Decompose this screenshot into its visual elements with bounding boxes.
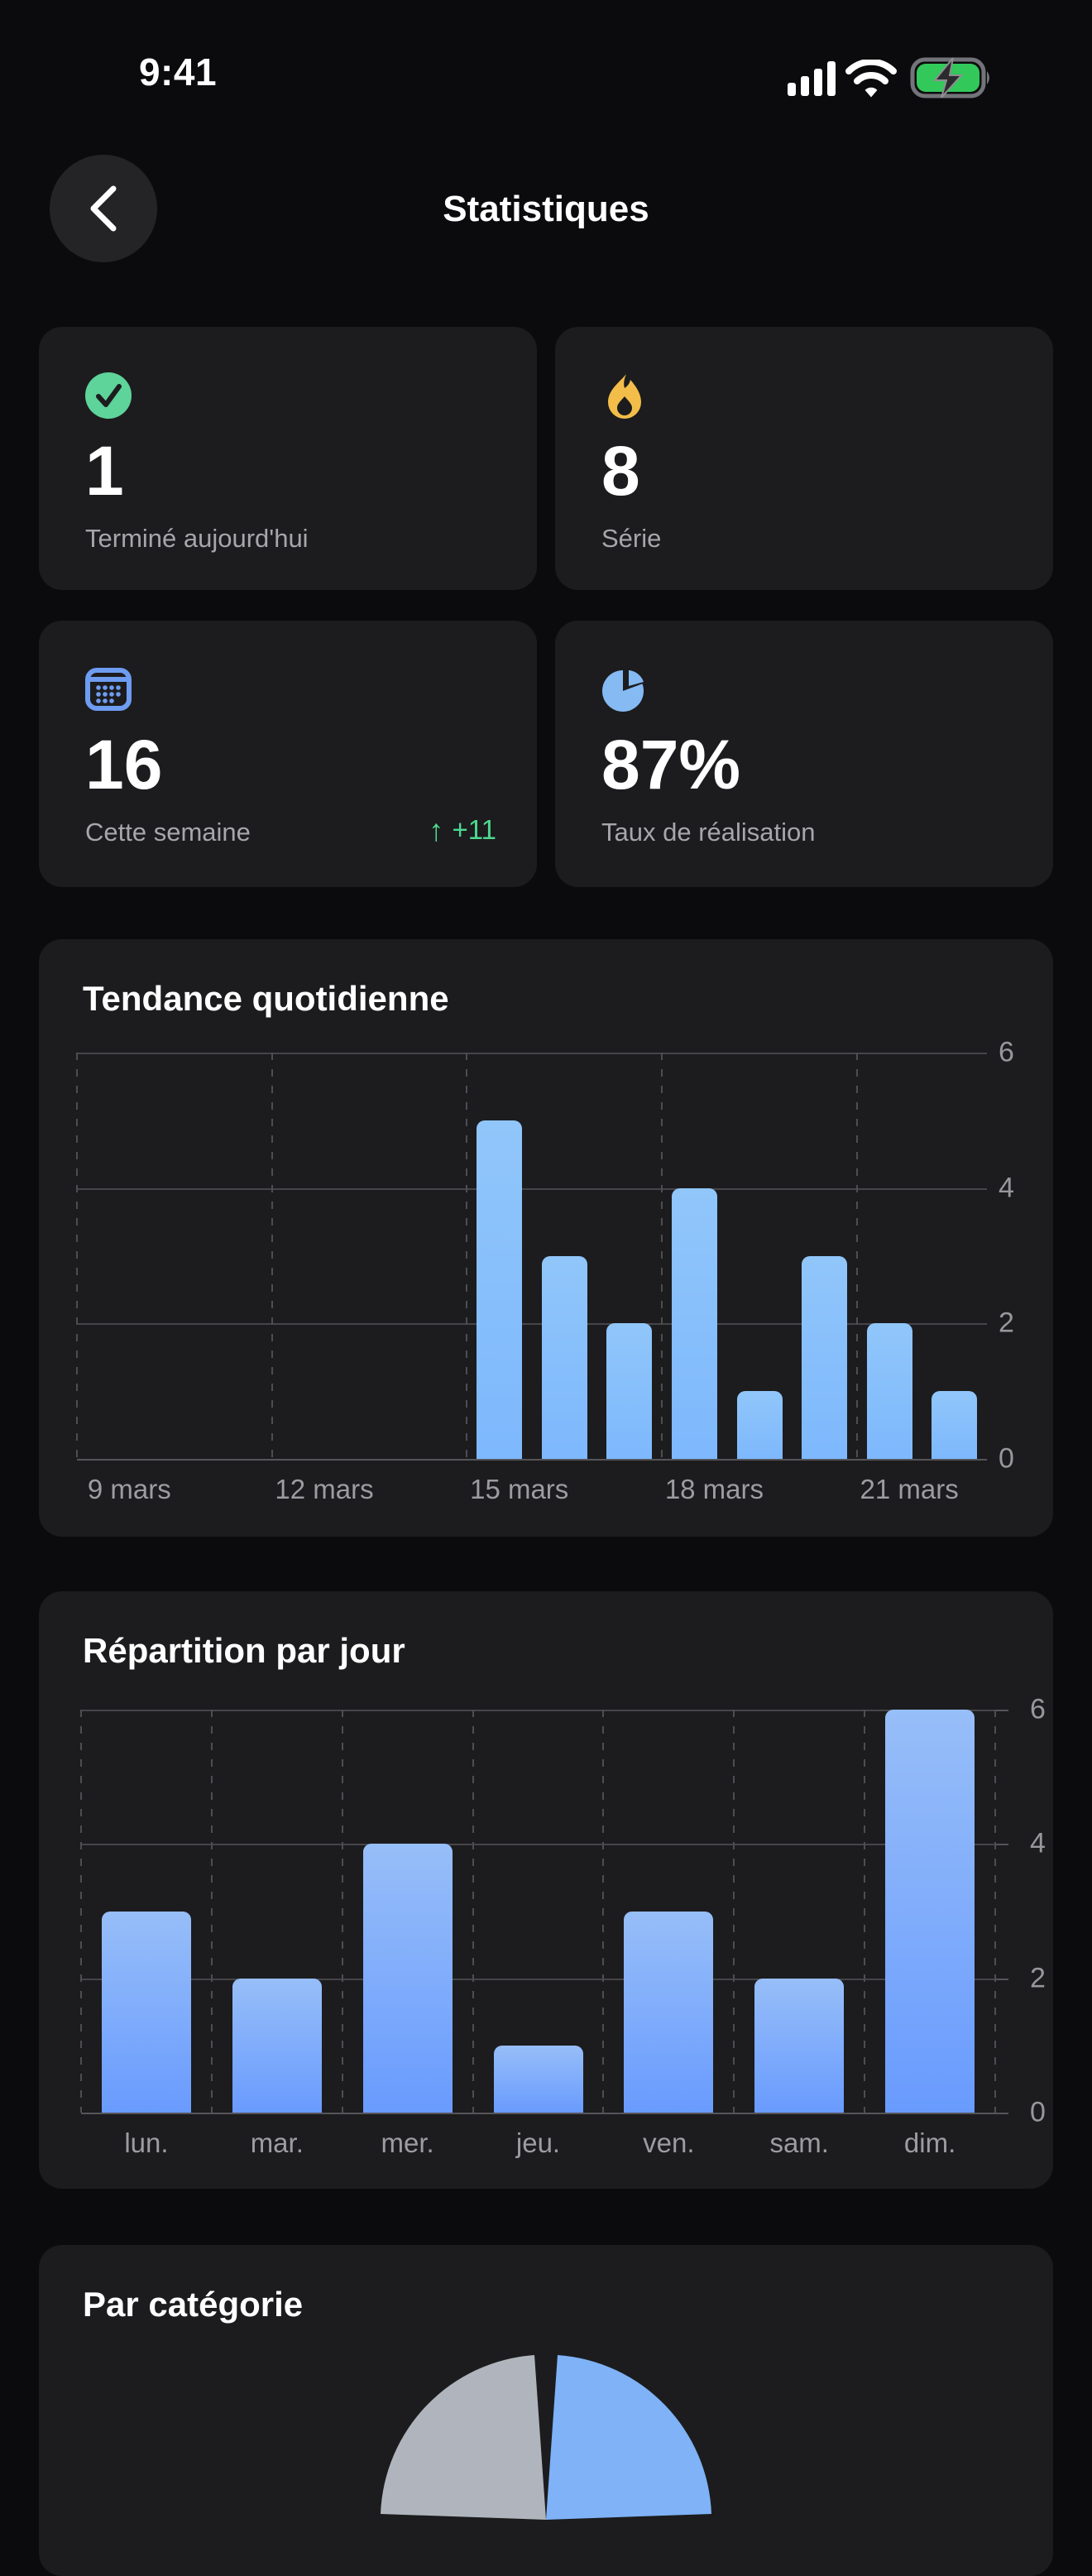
page-title: Statistiques bbox=[443, 189, 649, 229]
y-axis-label: 6 bbox=[999, 1036, 1014, 1068]
pie-segment-gray bbox=[381, 2355, 546, 2520]
y-axis-label: 2 bbox=[999, 1307, 1014, 1339]
bar-value-2 bbox=[606, 1323, 653, 1459]
x-axis-label: lun. bbox=[124, 2127, 169, 2158]
daily-trend-chart: 6 4 2 0 9 mars 12 mars 15 mars 18 mars 21 mars bbox=[76, 1037, 1014, 1504]
bar-value-2 bbox=[866, 1323, 912, 1459]
gridline-y-2 bbox=[77, 1323, 987, 1326]
gridline-x bbox=[661, 1053, 663, 1459]
x-axis-label: sam. bbox=[769, 2127, 829, 2158]
bar-value-1 bbox=[932, 1391, 978, 1459]
x-axis-label: dim. bbox=[903, 2127, 956, 2158]
category-pie-chart bbox=[381, 2355, 711, 2520]
pie-chart-icon bbox=[602, 667, 645, 712]
status-bar-time: 9:41 bbox=[138, 50, 218, 94]
bar-value-3 bbox=[802, 1255, 848, 1459]
y-axis-label: 2 bbox=[1030, 1962, 1046, 1994]
stat-card-streak: 8 Série bbox=[555, 327, 1053, 590]
y-axis-tick bbox=[995, 1710, 1008, 1711]
y-axis-label: 0 bbox=[1030, 2096, 1046, 2128]
bar-value-5 bbox=[477, 1120, 523, 1459]
stat-value: 8 bbox=[601, 432, 640, 510]
x-axis-label: jeu. bbox=[515, 2127, 561, 2158]
check-circle-icon bbox=[85, 372, 132, 419]
chart-title: Répartition par jour bbox=[83, 1631, 405, 1670]
bar-value-6 bbox=[885, 1710, 975, 2113]
bar-value-3 bbox=[541, 1255, 587, 1459]
gridline-y-4 bbox=[81, 1844, 995, 1846]
x-axis-label: 18 mars bbox=[664, 1474, 764, 1504]
gridline-x bbox=[733, 1710, 735, 2113]
stat-value: 16 bbox=[85, 726, 163, 804]
stat-label: Série bbox=[601, 524, 662, 553]
pie-segment-blue bbox=[546, 2355, 711, 2520]
y-axis-tick bbox=[995, 1844, 1008, 1846]
bar-value-3 bbox=[624, 1911, 714, 2113]
gridline-x bbox=[472, 1710, 474, 2113]
gridline-y-4 bbox=[77, 1187, 987, 1190]
bar-value-4 bbox=[362, 1844, 453, 2113]
gridline-x bbox=[76, 1053, 78, 1459]
category-card: Par catégorie bbox=[39, 2245, 1053, 2576]
weekly-trend-badge: ↑ +11 bbox=[429, 814, 496, 846]
gridline-x bbox=[994, 1710, 996, 2113]
wifi-icon bbox=[845, 60, 897, 98]
gridline-x bbox=[602, 1710, 605, 2113]
gridline-x bbox=[80, 1710, 82, 2113]
x-axis-label: 12 mars bbox=[275, 1474, 374, 1504]
gridline-x bbox=[864, 1710, 866, 2113]
statistics-screen: 9:41 Statistiques 1 Terminé aujourd'hui bbox=[39, 50, 1053, 2576]
y-axis-label: 6 bbox=[1030, 1693, 1046, 1725]
y-axis-label: 4 bbox=[999, 1172, 1014, 1204]
gridline-x bbox=[210, 1710, 213, 2113]
gridline-y-6 bbox=[81, 1710, 995, 1711]
daily-trend-card: Tendance quotidienne 6 4 2 0 9 mars 12 mars 15… bbox=[39, 939, 1053, 1537]
x-axis-label: mer. bbox=[381, 2127, 434, 2158]
gridline-x bbox=[271, 1053, 273, 1459]
arrow-up-icon: ↑ bbox=[428, 813, 444, 847]
gridline-x bbox=[466, 1053, 468, 1459]
x-axis-label: 9 mars bbox=[87, 1474, 171, 1504]
stat-card-completion-rate: 87% Taux de réalisation bbox=[555, 621, 1053, 887]
bar-value-1 bbox=[736, 1391, 783, 1459]
x-axis-label: 21 mars bbox=[860, 1474, 959, 1504]
x-axis-label: ven. bbox=[643, 2127, 695, 2158]
bar-value-1 bbox=[493, 2045, 583, 2113]
bar-value-4 bbox=[671, 1187, 717, 1459]
y-axis-label: 4 bbox=[1030, 1827, 1046, 1859]
x-axis-label: 15 mars bbox=[470, 1474, 569, 1504]
bar-value-3 bbox=[101, 1911, 191, 2113]
gridline-x bbox=[855, 1053, 858, 1459]
chevron-left-icon bbox=[90, 185, 117, 232]
stat-value: 1 bbox=[85, 432, 124, 510]
trend-value: +11 bbox=[452, 814, 496, 845]
flame-icon bbox=[608, 374, 641, 419]
battery-charging-icon bbox=[910, 57, 989, 98]
gridline-y-2 bbox=[81, 1978, 995, 1980]
chart-title: Tendance quotidienne bbox=[83, 979, 449, 1018]
gridline-y-6 bbox=[77, 1053, 987, 1054]
stat-value: 87% bbox=[601, 726, 741, 804]
stat-card-completed-today: 1 Terminé aujourd'hui bbox=[39, 327, 537, 590]
y-axis-tick bbox=[995, 1978, 1008, 1980]
chart-title: Par catégorie bbox=[83, 2285, 304, 2324]
bar-value-2 bbox=[232, 1978, 322, 2113]
stat-label: Terminé aujourd'hui bbox=[85, 524, 309, 553]
stat-label: Taux de réalisation bbox=[601, 818, 816, 847]
y-axis-tick bbox=[995, 2113, 1008, 2114]
weekday-distribution-card: Répartition par jour 6 4 2 0 lun. mar. mer. jeu… bbox=[39, 1591, 1053, 2189]
back-button[interactable] bbox=[50, 155, 157, 262]
gridline-y-0 bbox=[77, 1459, 987, 1461]
calendar-icon bbox=[85, 668, 132, 711]
gridline-x bbox=[341, 1710, 343, 2113]
stat-card-this-week: 16 Cette semaine ↑ +11 bbox=[39, 621, 537, 887]
stat-label: Cette semaine bbox=[85, 818, 251, 847]
bar-value-2 bbox=[754, 1978, 845, 2113]
gridline-y-0 bbox=[81, 2113, 995, 2114]
x-axis-label: mar. bbox=[250, 2127, 304, 2158]
y-axis-label: 0 bbox=[999, 1442, 1014, 1475]
cellular-signal-icon bbox=[788, 61, 836, 96]
weekday-distribution-chart: 6 4 2 0 lun. mar. mer. jeu. ven. sam. dim. bbox=[80, 1694, 1046, 2158]
